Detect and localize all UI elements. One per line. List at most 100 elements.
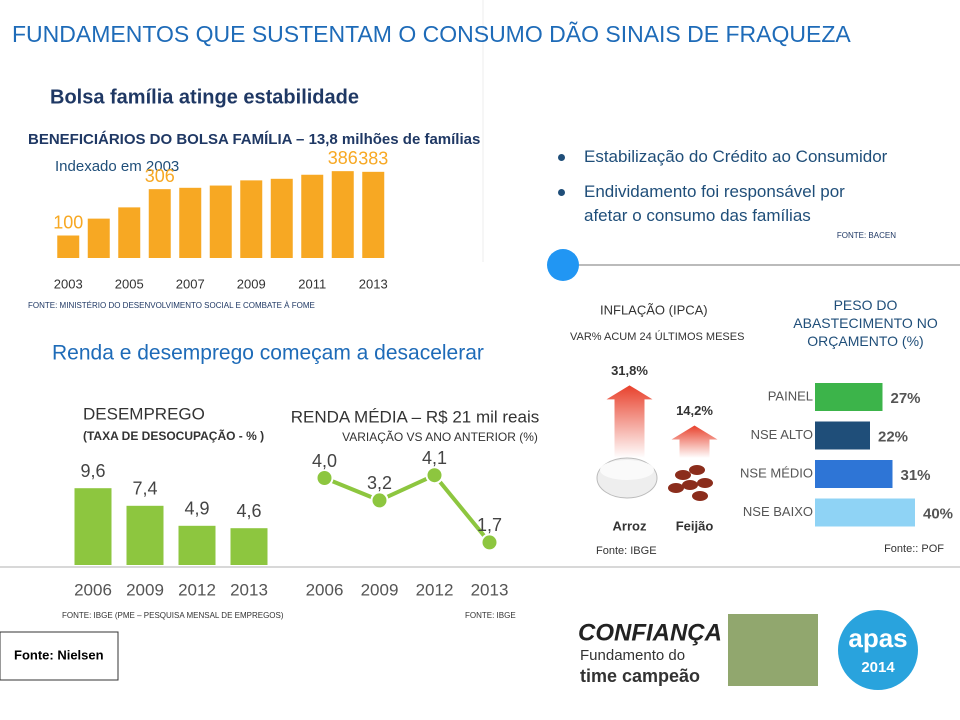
bar <box>815 383 883 411</box>
y-tick-label: NSE MÉDIO <box>740 465 813 480</box>
x-tick-label: 2009 <box>126 580 164 599</box>
x-tick-label: 2007 <box>176 276 205 291</box>
chart-subtitle: VAR% ACUM 24 ÚLTIMOS MESES <box>570 330 744 343</box>
bar <box>230 528 268 565</box>
logo-image <box>728 614 818 686</box>
logo-circle <box>838 610 918 690</box>
y-tick-label: PAINEL <box>768 388 813 403</box>
value-label: 3,2 <box>367 473 392 493</box>
logo-text: CONFIANÇA <box>578 619 722 646</box>
bar-arrow <box>606 385 653 458</box>
x-tick-label: Feijão <box>676 518 714 533</box>
bar <box>815 498 915 527</box>
value-label: 31% <box>901 467 931 484</box>
bar <box>179 187 202 258</box>
value-label: 306 <box>145 166 175 186</box>
bullet: Estabilização do Crédito ao Consumidor <box>558 145 918 170</box>
bar <box>74 488 112 565</box>
x-tick-label: 2013 <box>359 276 388 291</box>
bar <box>57 235 80 258</box>
value-label: 40% <box>923 505 953 522</box>
chart-subtitle: VARIAÇÃO VS ANO ANTERIOR (%) <box>342 430 538 444</box>
bar <box>126 505 164 565</box>
logo-text: 2014 <box>861 659 895 676</box>
bar <box>240 180 263 258</box>
bar <box>118 207 141 258</box>
source: FONTE: MINISTÉRIO DO DESENVOLVIMENTO SOC… <box>28 301 315 310</box>
bar <box>87 218 110 258</box>
value-label: 9,6 <box>80 461 105 481</box>
x-tick-label: 2006 <box>74 580 112 599</box>
x-tick-label: 2005 <box>115 276 144 291</box>
bar <box>209 185 232 258</box>
footer-box <box>0 631 119 681</box>
x-tick-label: 2012 <box>178 580 216 599</box>
point <box>480 533 499 552</box>
source: Fonte: IBGE <box>596 545 657 557</box>
bullet-list: Estabilização do Crédito ao Consumidor E… <box>558 145 918 229</box>
value-label: 1,7 <box>477 515 502 535</box>
value-label: 14,2% <box>676 403 713 418</box>
bullet: Endividamento foi responsável por afetar… <box>558 180 874 229</box>
value-label: 100 <box>53 212 83 232</box>
x-tick-label: 2009 <box>361 580 399 599</box>
y-tick-label: NSE BAIXO <box>743 504 813 519</box>
section-title: Bolsa família atinge estabilidade <box>50 86 359 108</box>
bar <box>270 178 293 258</box>
value-label: 4,9 <box>184 499 209 519</box>
point <box>425 466 444 485</box>
value-label: 383 <box>358 149 388 169</box>
bar <box>362 171 385 258</box>
source: FONTE: IBGE (PME – PESQUISA MENSAL DE EM… <box>62 611 284 620</box>
point <box>370 491 389 510</box>
value-label: 4,1 <box>422 448 447 468</box>
chart-title: PESO DO ABASTECIMENTO NO ORÇAMENTO (%) <box>793 297 938 350</box>
source: FONTE: IBGE <box>465 611 516 620</box>
y-tick-label: NSE ALTO <box>751 427 813 442</box>
source: Fonte:: POF <box>884 543 944 555</box>
footer-source: Fonte: Nielsen <box>14 647 104 662</box>
source: FONTE: BACEN <box>837 231 896 240</box>
point <box>315 469 334 487</box>
beans-image <box>668 465 713 501</box>
slide-title: FUNDAMENTOS QUE SUSTENTAM O CONSUMO DÃO … <box>12 21 851 47</box>
x-tick-label: 2003 <box>54 276 83 291</box>
value-label: 27% <box>891 390 921 407</box>
logo-text: Fundamento do <box>580 647 685 664</box>
x-tick-label: 2009 <box>237 276 266 291</box>
logo-text: apas <box>848 623 907 653</box>
x-tick-label: 2006 <box>306 580 344 599</box>
value-label: 4,0 <box>312 451 337 471</box>
bar <box>178 525 216 565</box>
bar <box>148 189 171 258</box>
bar-arrow <box>671 425 718 458</box>
section-title: Renda e desemprego começam a desacelerar <box>52 342 484 365</box>
chart-subtitle: (TAXA DE DESOCUPAÇÃO - % ) <box>83 428 264 443</box>
logo-text: time campeão <box>580 666 700 686</box>
x-tick-label: 2013 <box>471 580 509 599</box>
line <box>323 472 492 544</box>
x-tick-label: 2012 <box>416 580 454 599</box>
x-tick-label: 2013 <box>230 580 268 599</box>
chart-title: RENDA MÉDIA – R$ 21 mil reais <box>291 407 539 426</box>
bar <box>301 174 324 258</box>
bar <box>331 171 354 258</box>
value-label: 386 <box>328 148 358 168</box>
value-label: 22% <box>878 428 908 445</box>
x-tick-label: 2011 <box>298 276 326 291</box>
value-label: 31,8% <box>611 363 648 378</box>
bar <box>815 421 870 450</box>
bullets: Estabilização do Crédito ao Consumidor E… <box>558 145 918 239</box>
rice-image <box>600 460 654 480</box>
divider-dot <box>547 249 579 281</box>
chart-title: INFLAÇÃO (IPCA) <box>600 302 708 317</box>
chart-subtitle: Indexado em 2003 <box>55 158 179 175</box>
value-label: 4,6 <box>236 501 261 521</box>
x-tick-label: Arroz <box>613 518 647 533</box>
bar <box>815 460 893 488</box>
value-label: 7,4 <box>132 479 157 499</box>
chart-title: DESEMPREGO <box>83 404 205 423</box>
chart-title: BENEFICIÁRIOS DO BOLSA FAMÍLIA – 13,8 mi… <box>28 131 480 148</box>
